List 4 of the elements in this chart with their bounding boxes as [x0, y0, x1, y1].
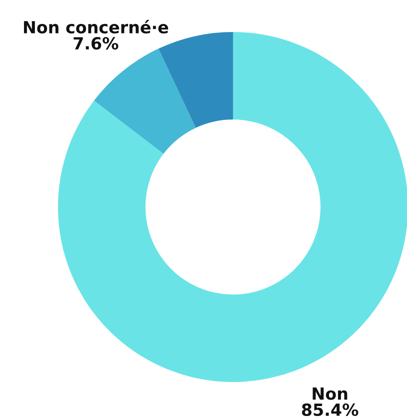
- data-label: 85.4%: [302, 403, 358, 416]
- data-label: 7.6%: [74, 37, 118, 50]
- slice-label: Non: [312, 388, 348, 400]
- slice-label: Non concerné·e: [24, 20, 168, 34]
